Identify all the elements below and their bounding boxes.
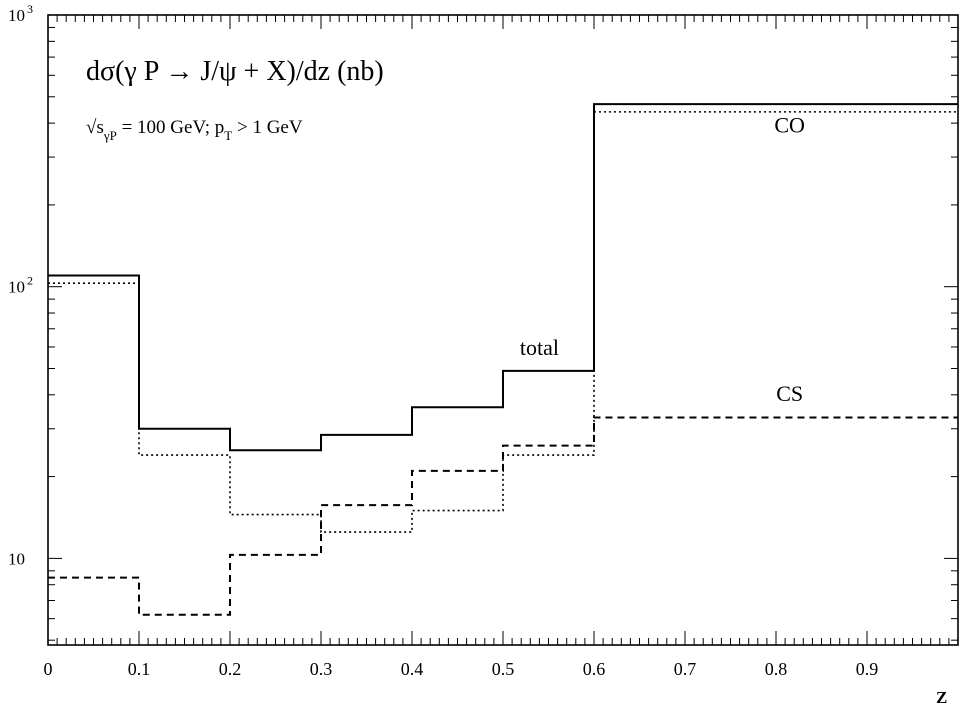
chart-subtitle: √sγP = 100 GeV; pT > 1 GeV [86,117,303,143]
series-group [48,103,958,616]
y-tick-label-base: 10 [8,278,25,297]
annotation-co: CO [774,112,805,137]
subtitle-tail: > 1 GeV [232,117,303,138]
y-tick-label: 10 [8,549,25,568]
subtitle-s: s [96,117,103,138]
series-cs [48,416,958,616]
y-tick-label-exponent: 2 [27,274,33,288]
y-tick-label: 10 2 [8,274,33,297]
y-tick-label-exponent: 3 [27,2,33,16]
x-tick-label: 0.1 [128,659,151,679]
x-tick-label: 0.8 [765,659,788,679]
x-tick-label: 0.4 [401,659,424,679]
subtitle-mid: = 100 GeV; p [117,117,224,138]
annotation-total: total [520,335,559,360]
subtitle-p-sub: T [224,128,232,143]
x-tick-label: 0.5 [492,659,515,679]
x-tick-labels: 0 0.1 0.2 0.3 0.4 0.5 0.6 0.7 0.8 0.9 [44,659,879,679]
y-tick-label-base: 10 [8,6,25,25]
subtitle-s-sub: γP [103,128,117,143]
x-tick-label: 0.9 [856,659,879,679]
axis-ticks [47,14,959,645]
series-co [48,111,958,533]
series-total [48,103,958,452]
x-tick-label: 0.6 [583,659,606,679]
plot-frame [47,14,959,646]
y-tick-label-base: 10 [8,549,25,568]
series-annotations: total CO CS [520,112,805,406]
x-tick-label: 0.7 [674,659,697,679]
chart-title: dσ(γ P → J/ψ + X)/dz (nb) [86,56,384,87]
x-axis-label: z [936,683,947,709]
x-tick-label: 0.2 [219,659,242,679]
x-tick-label: 0.3 [310,659,333,679]
annotation-cs: CS [776,381,803,406]
x-tick-label: 0 [44,659,53,679]
y-tick-label: 10 3 [8,2,33,25]
sqrt-symbol: √ [86,117,97,138]
